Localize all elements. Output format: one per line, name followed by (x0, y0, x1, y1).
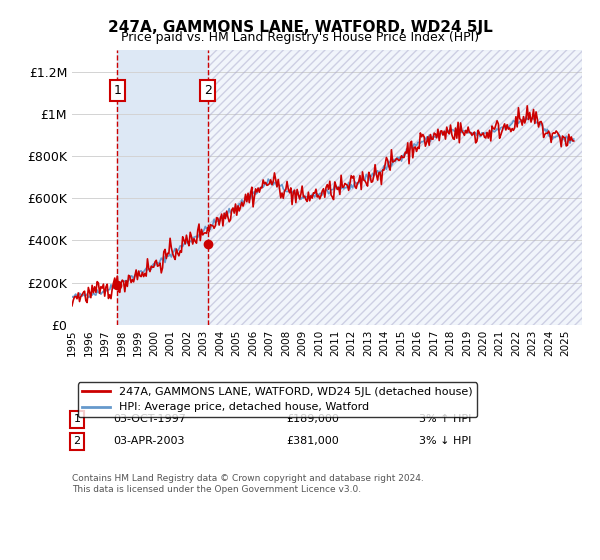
Text: 2: 2 (204, 84, 212, 97)
Text: 03-OCT-1997: 03-OCT-1997 (113, 414, 185, 424)
Legend: 247A, GAMMONS LANE, WATFORD, WD24 5JL (detached house), HPI: Average price, deta: 247A, GAMMONS LANE, WATFORD, WD24 5JL (d… (77, 382, 477, 417)
Bar (208, 50, 582, 325)
Bar (208, 50, 582, 325)
Text: Contains HM Land Registry data © Crown copyright and database right 2024.
This d: Contains HM Land Registry data © Crown c… (72, 474, 424, 494)
Text: £189,000: £189,000 (286, 414, 339, 424)
Text: 03-APR-2003: 03-APR-2003 (113, 436, 184, 446)
Text: 1: 1 (74, 414, 80, 424)
Text: Price paid vs. HM Land Registry's House Price Index (HPI): Price paid vs. HM Land Registry's House … (121, 31, 479, 44)
Text: 3% ↑ HPI: 3% ↑ HPI (419, 414, 471, 424)
Text: £381,000: £381,000 (286, 436, 339, 446)
Bar (117, 50, 208, 325)
Text: 247A, GAMMONS LANE, WATFORD, WD24 5JL: 247A, GAMMONS LANE, WATFORD, WD24 5JL (107, 20, 493, 35)
Text: 2: 2 (74, 436, 80, 446)
Text: 1: 1 (113, 84, 121, 97)
Text: 3% ↓ HPI: 3% ↓ HPI (419, 436, 471, 446)
